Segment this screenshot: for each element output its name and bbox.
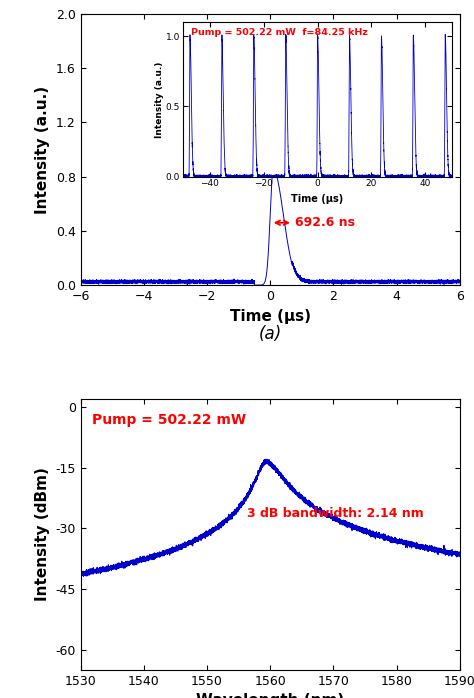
Text: 692.6 ns: 692.6 ns [295, 216, 356, 229]
X-axis label: Time (μs): Time (μs) [230, 309, 310, 323]
Y-axis label: Intensity (a.u.): Intensity (a.u.) [35, 85, 50, 214]
Text: 3 dB bandwidth: 2.14 nm: 3 dB bandwidth: 2.14 nm [247, 507, 424, 521]
Y-axis label: Intensity (dBm): Intensity (dBm) [35, 468, 50, 602]
X-axis label: Wavelength (nm): Wavelength (nm) [196, 694, 344, 698]
Text: (a): (a) [258, 325, 282, 343]
Text: Pump = 502.22 mW: Pump = 502.22 mW [92, 413, 246, 426]
